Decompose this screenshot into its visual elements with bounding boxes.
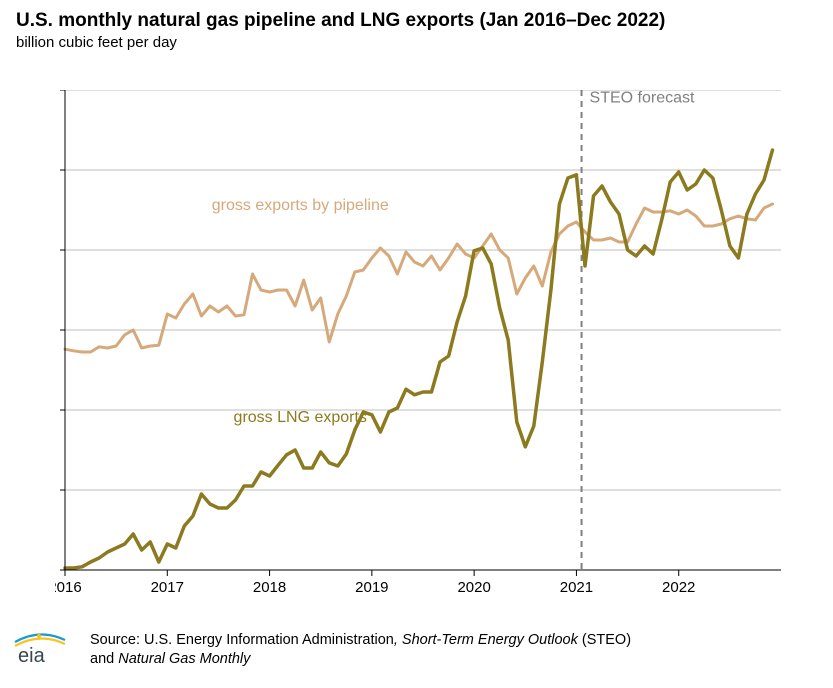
svg-text:STEO forecast: STEO forecast (590, 90, 695, 106)
chart-subtitle: billion cubic feet per day (16, 34, 177, 51)
svg-text:2018: 2018 (253, 579, 286, 596)
svg-text:2020: 2020 (457, 579, 490, 596)
logo-text: eia (18, 645, 46, 666)
svg-text:gross exports by pipeline: gross exports by pipeline (212, 197, 389, 214)
chart-title: U.S. monthly natural gas pipeline and LN… (16, 10, 665, 32)
chart-container: U.S. monthly natural gas pipeline and LN… (0, 0, 833, 688)
svg-text:2016: 2016 (55, 579, 82, 596)
eia-logo: eia (10, 626, 70, 666)
svg-text:2017: 2017 (151, 579, 184, 596)
source-line-2: and Natural Gas Monthly (90, 651, 250, 667)
svg-text:2022: 2022 (662, 579, 695, 596)
line-chart: 0246810122016201720182019202020212022 ST… (55, 90, 795, 600)
svg-text:2019: 2019 (355, 579, 388, 596)
source-attribution: Source: U.S. Energy Information Administ… (90, 631, 631, 670)
source-line-1: Source: U.S. Energy Information Administ… (90, 632, 631, 648)
svg-text:gross LNG exports: gross LNG exports (234, 409, 367, 426)
svg-text:2021: 2021 (560, 579, 593, 596)
